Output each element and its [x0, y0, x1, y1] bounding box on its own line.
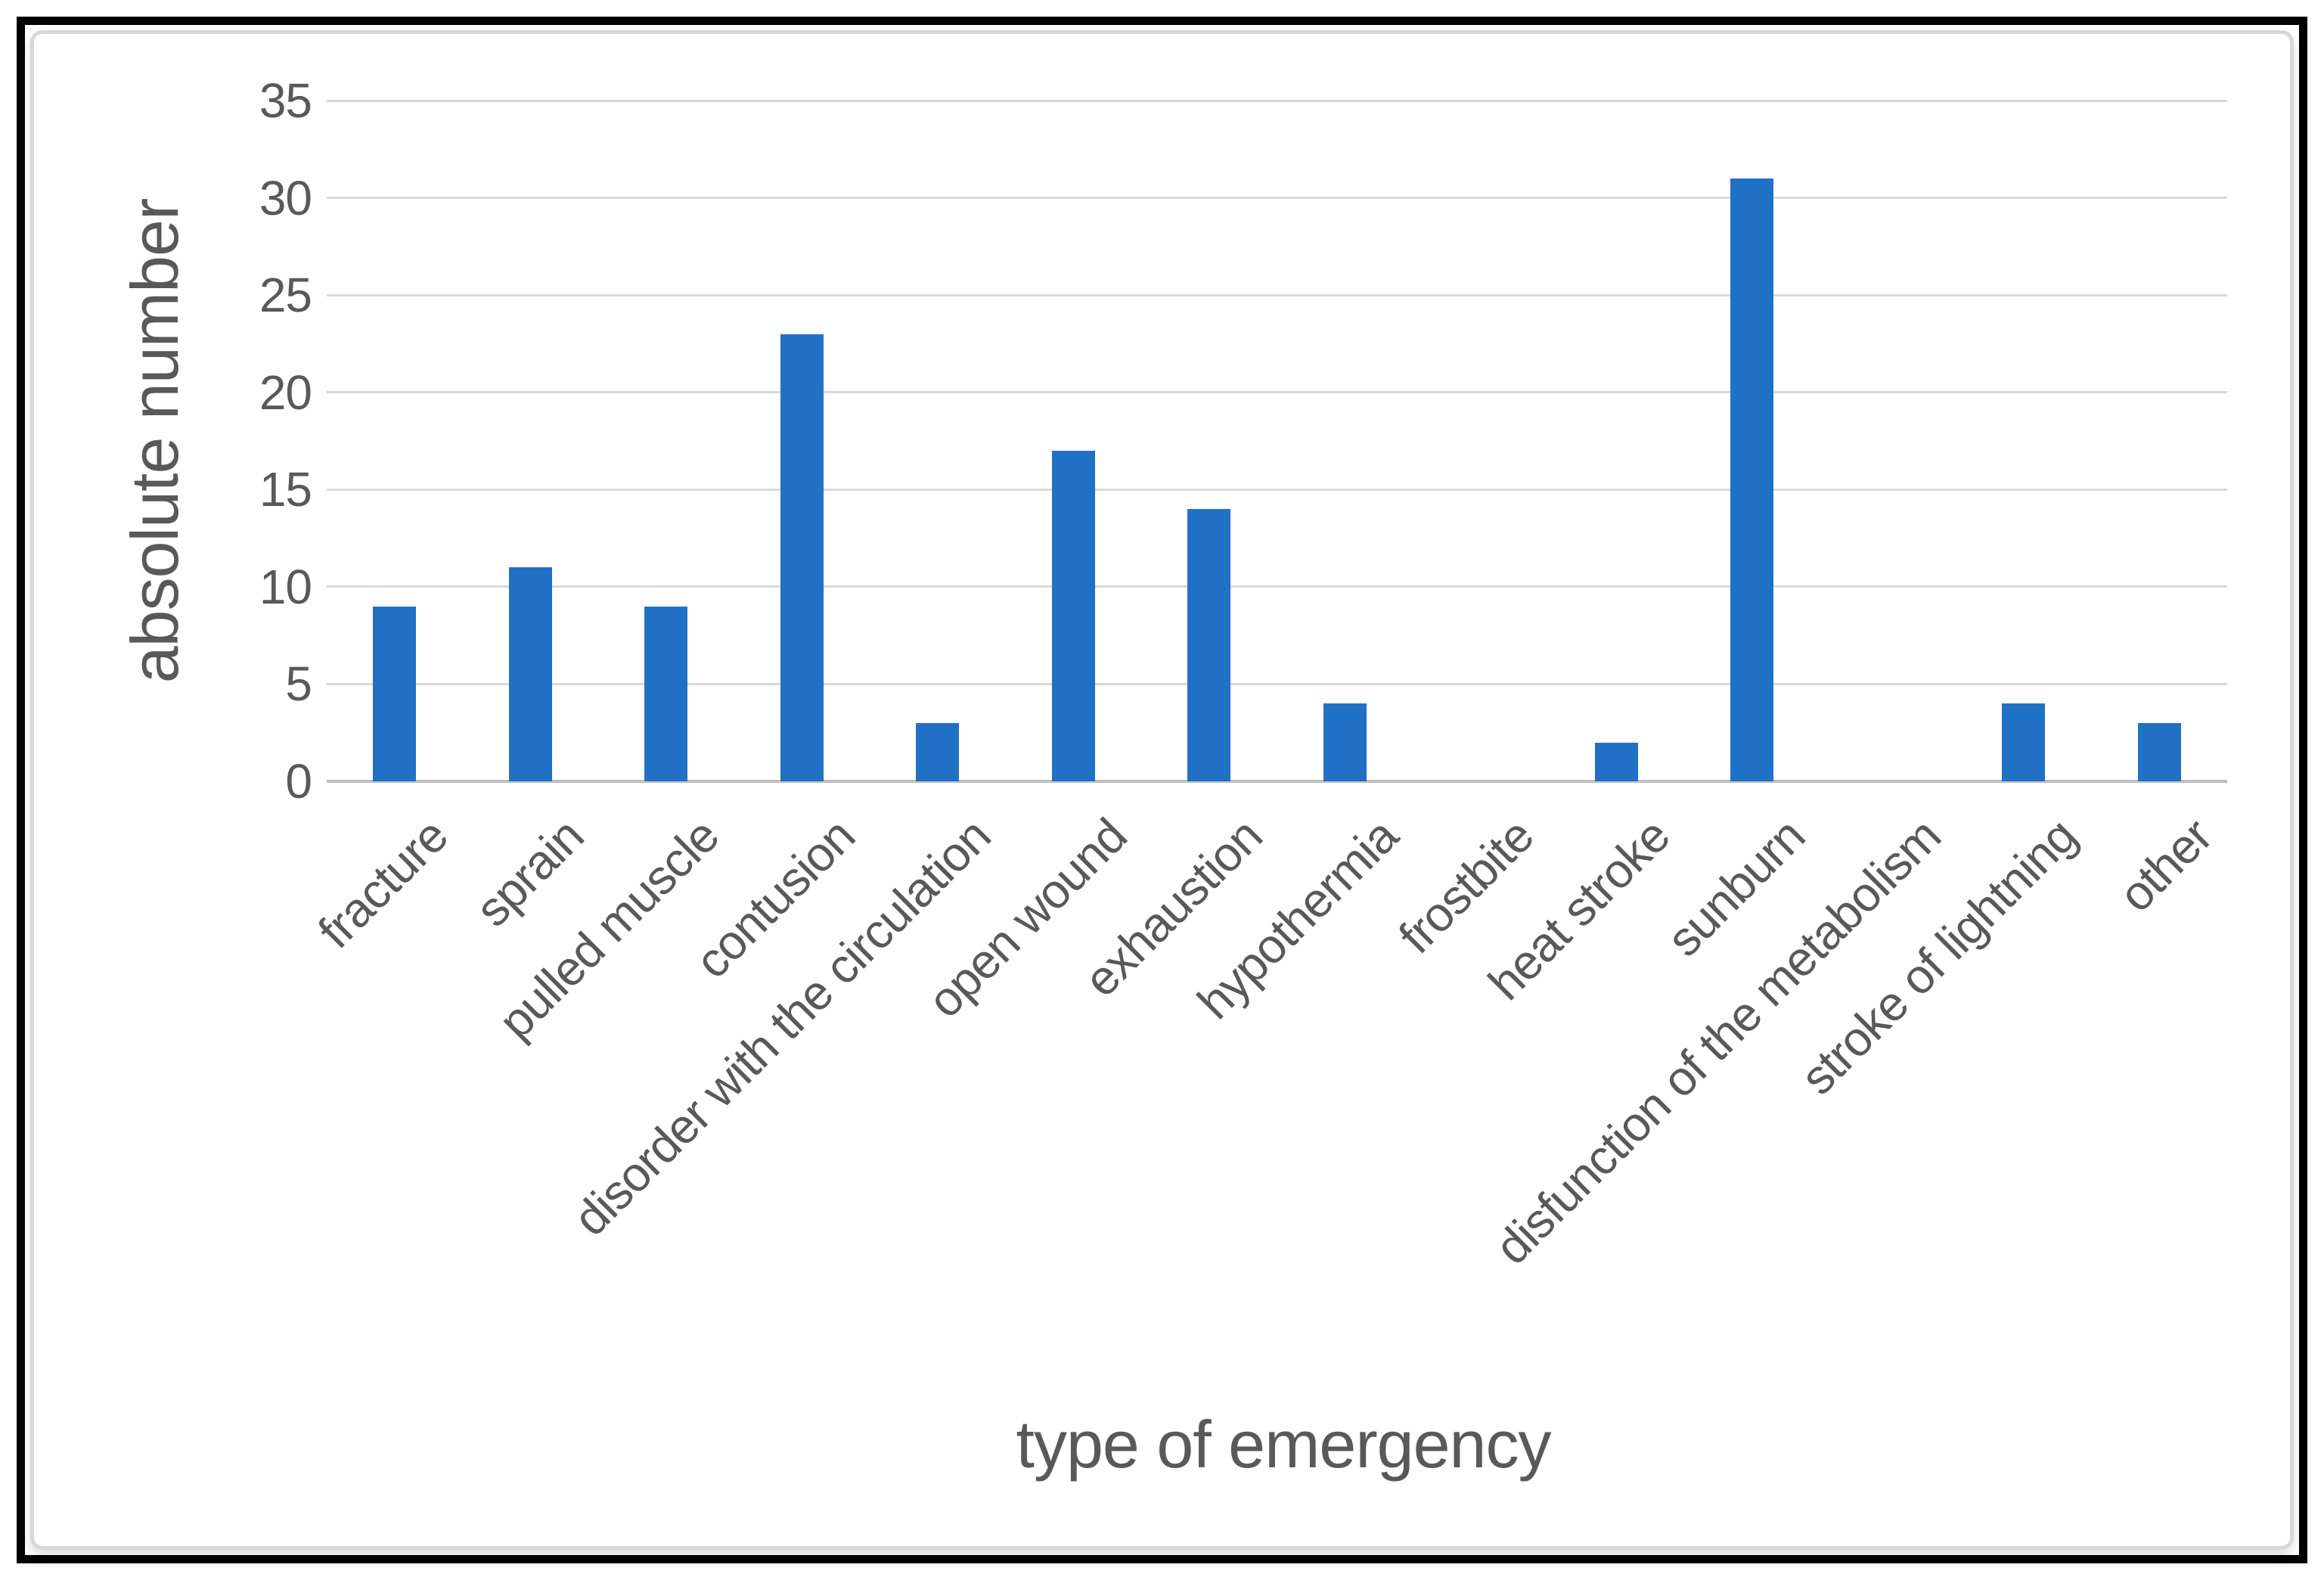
- gridline: [327, 197, 2227, 200]
- gridline: [327, 682, 2227, 685]
- bar-hypothermia: [1323, 703, 1367, 781]
- x-axis-title: type of emergency: [1016, 1407, 1552, 1482]
- x-axis-line: [327, 780, 2227, 783]
- y-axis-tick-label: 35: [259, 73, 312, 128]
- bar-stroke-of-lightning: [2002, 703, 2046, 781]
- bar-other: [2137, 722, 2181, 781]
- y-axis-tick-label: 25: [259, 268, 312, 323]
- y-axis-tick-label: 5: [285, 657, 312, 712]
- y-axis-tick-label: 10: [259, 559, 312, 614]
- bar-exhaustion: [1187, 509, 1231, 781]
- y-axis-tick-label: 30: [259, 170, 312, 225]
- gridline: [327, 99, 2227, 102]
- chart-frame: [30, 30, 2294, 1550]
- y-axis-title: absolute number: [117, 198, 192, 684]
- gridline: [327, 391, 2227, 394]
- bar-fracture: [373, 606, 417, 781]
- bar-heat-stroke: [1594, 742, 1638, 781]
- gridline: [327, 488, 2227, 491]
- y-axis-tick-label: 15: [259, 462, 312, 517]
- bar-sprain: [508, 567, 552, 781]
- bar-contusion: [780, 334, 824, 781]
- bar-open-wound: [1051, 450, 1095, 781]
- gridline: [327, 585, 2227, 588]
- gridline: [327, 293, 2227, 296]
- bar-disorder-with-the-circulation: [916, 722, 960, 781]
- bar-sunburn: [1730, 178, 1774, 781]
- bar-pulled-muscle: [644, 606, 688, 781]
- y-axis-tick-label: 20: [259, 365, 312, 420]
- y-axis-tick-label: 0: [285, 754, 312, 809]
